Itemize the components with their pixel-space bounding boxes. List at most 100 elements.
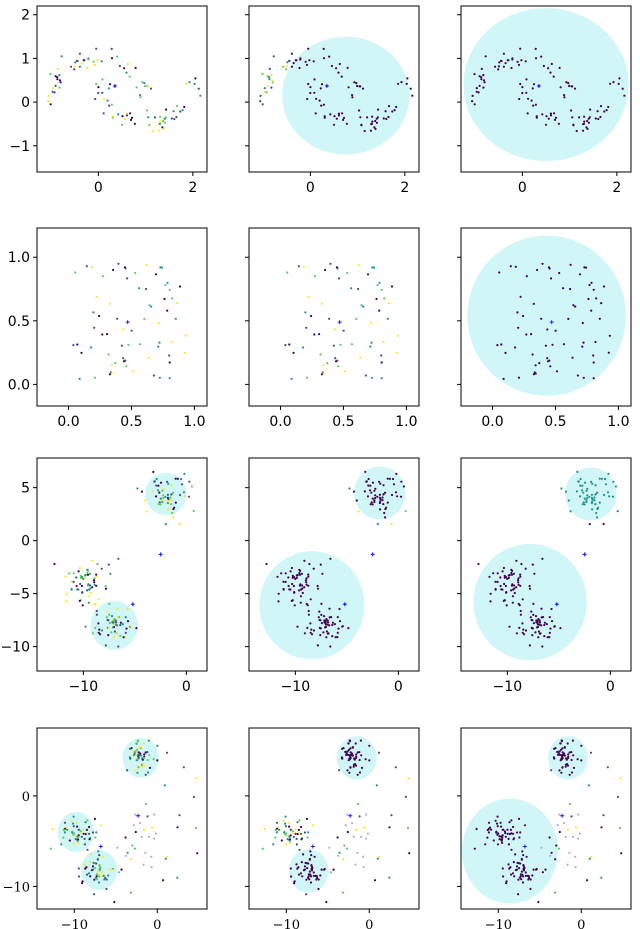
data-point: [360, 754, 363, 757]
data-point: [62, 836, 65, 839]
data-point: [550, 769, 553, 772]
data-point: [538, 619, 541, 622]
data-point: [284, 843, 288, 846]
data-point: [354, 763, 357, 766]
data-point: [362, 305, 365, 308]
data-point: [134, 271, 137, 275]
y-tick-label: −5: [9, 587, 30, 603]
data-point: [158, 122, 161, 125]
data-point: [263, 827, 266, 831]
data-point: [110, 631, 113, 634]
data-point: [338, 620, 342, 623]
data-point: [572, 304, 575, 307]
data-point: [380, 354, 383, 357]
data-point: [147, 356, 150, 359]
data-point: [172, 516, 175, 519]
y-tick-label: 5: [21, 481, 30, 497]
data-point: [380, 288, 383, 291]
cluster-circle: [57, 812, 95, 852]
data-point: [395, 105, 398, 109]
data-point: [259, 94, 262, 97]
data-point: [563, 754, 567, 757]
data-point: [565, 81, 568, 84]
data-point: [295, 863, 298, 866]
data-point: [111, 115, 114, 118]
data-point: [313, 855, 316, 858]
data-point: [514, 346, 517, 349]
data-point: [145, 287, 148, 291]
data-point: [156, 489, 160, 492]
data-point: [169, 499, 172, 502]
data-point: [511, 595, 514, 598]
data-point: [356, 851, 359, 855]
data-point: [114, 362, 117, 365]
data-point: [519, 831, 522, 834]
data-point: [553, 891, 557, 894]
data-point: [518, 836, 521, 839]
data-point: [388, 302, 391, 305]
data-point: [549, 112, 553, 115]
data-point: [365, 480, 368, 483]
data-point: [158, 376, 161, 379]
data-point: [319, 627, 322, 630]
data-point: [536, 268, 539, 272]
data-point: [582, 376, 585, 379]
data-point: [88, 832, 91, 835]
data-point: [53, 91, 56, 94]
data-point: [107, 353, 110, 356]
y-tick-label: 0: [22, 790, 30, 805]
data-point: [170, 117, 173, 120]
data-point: [592, 288, 595, 291]
data-point: [367, 484, 370, 487]
data-point: [86, 571, 89, 575]
data-point: [263, 90, 266, 93]
data-point: [330, 64, 333, 68]
x-tick-label: 0.0: [269, 414, 291, 430]
data-point: [60, 843, 63, 846]
data-point: [261, 103, 264, 106]
data-point: [608, 334, 611, 337]
data-point: [513, 587, 516, 590]
data-point: [110, 615, 114, 618]
data-point: [93, 326, 96, 329]
data-point: [303, 586, 306, 589]
data-point: [190, 485, 193, 488]
axes-frame: [248, 227, 420, 407]
data-point: [570, 751, 573, 754]
data-point: [76, 59, 79, 63]
data-point: [194, 826, 198, 830]
data-point: [500, 343, 503, 346]
data-point: [110, 57, 114, 60]
data-point: [188, 81, 191, 84]
data-point: [595, 297, 598, 300]
data-point: [390, 814, 393, 817]
data-point: [517, 893, 520, 896]
data-point: [154, 832, 157, 835]
data-point: [305, 583, 308, 586]
data-point: [496, 815, 499, 818]
data-point: [86, 873, 89, 876]
data-point: [295, 843, 298, 846]
data-point: [107, 627, 110, 630]
data-point: [596, 516, 599, 519]
data-point: [109, 572, 112, 575]
data-point: [152, 470, 155, 473]
data-point: [591, 482, 594, 485]
data-point: [501, 834, 504, 837]
data-point: [372, 266, 376, 269]
data-point: [535, 868, 538, 871]
data-point: [116, 616, 119, 619]
data-point: [282, 580, 285, 583]
data-point: [387, 105, 391, 108]
data-point: [310, 875, 313, 878]
data-point: [296, 573, 299, 577]
data-point: [553, 625, 556, 628]
data-point: [405, 82, 408, 85]
data-point: [116, 624, 119, 627]
data-point: [519, 613, 523, 616]
data-point: [500, 825, 503, 828]
data-point: [164, 857, 167, 860]
data-point: [98, 875, 101, 878]
data-point: [612, 81, 615, 84]
